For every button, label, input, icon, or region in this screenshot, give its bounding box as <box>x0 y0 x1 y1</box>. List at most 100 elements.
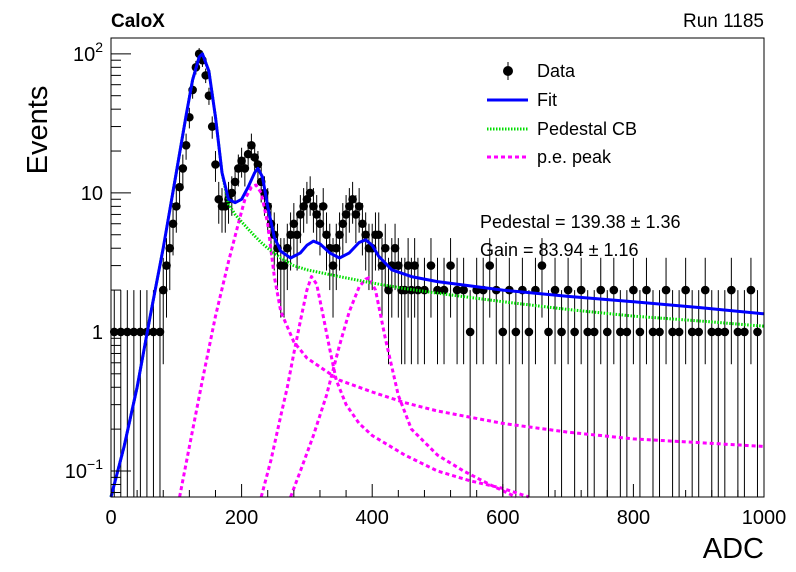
data-marker <box>292 230 302 240</box>
data-point <box>733 290 743 497</box>
data-marker <box>589 327 599 337</box>
data-point <box>720 290 730 497</box>
data-point <box>668 290 677 497</box>
data-marker <box>243 149 253 159</box>
data-marker <box>129 327 139 337</box>
data-point <box>642 257 651 365</box>
data-point <box>253 151 263 182</box>
x-tick-label: 200 <box>225 507 258 529</box>
data-marker <box>570 327 579 337</box>
data-marker <box>331 243 341 253</box>
data-marker <box>181 140 191 150</box>
data-marker <box>318 202 328 211</box>
data-marker <box>283 243 292 253</box>
data-marker <box>403 261 413 270</box>
data-marker <box>237 156 246 166</box>
data-marker <box>165 243 175 253</box>
data-point <box>446 238 455 318</box>
data-point <box>681 257 690 365</box>
data-marker <box>374 230 384 240</box>
gain-annotation: Gain = 83.94 ± 1.16 <box>480 240 639 260</box>
data-point <box>544 290 553 497</box>
data-marker <box>341 210 351 219</box>
data-point <box>518 257 527 365</box>
data-marker <box>296 210 305 219</box>
data-marker <box>465 327 475 337</box>
y-tick-label: 10−1 <box>65 456 103 483</box>
data-point <box>459 257 468 365</box>
data-marker <box>351 210 361 219</box>
data-marker <box>511 327 521 337</box>
data-point <box>655 290 664 497</box>
data-point <box>505 257 514 365</box>
data-point <box>687 290 697 497</box>
data-marker <box>302 194 312 204</box>
data-marker <box>309 202 318 211</box>
data-marker <box>622 327 632 337</box>
data-marker <box>286 230 295 240</box>
data-point <box>328 238 338 318</box>
data-marker <box>713 327 723 337</box>
data-marker <box>524 327 534 337</box>
data-point <box>214 181 224 224</box>
data-marker <box>361 230 370 240</box>
data-marker <box>305 188 315 198</box>
data-marker <box>158 285 168 295</box>
data-point <box>211 151 220 182</box>
data-marker <box>299 202 308 211</box>
data-point <box>237 147 246 178</box>
data-point <box>740 290 749 497</box>
x-axis-title: ADC <box>703 533 764 565</box>
data-point <box>345 188 354 233</box>
legend-entry-fit: Fit <box>487 90 557 110</box>
data-point <box>550 257 560 365</box>
curve-layer <box>109 52 765 499</box>
data-point <box>155 290 165 497</box>
data-layer <box>109 48 762 497</box>
data-marker <box>694 327 703 337</box>
data-point <box>472 257 481 365</box>
data-point <box>178 154 188 187</box>
x-tick-label: 600 <box>486 507 519 529</box>
data-point <box>589 290 599 497</box>
data-point <box>439 257 449 365</box>
data-marker <box>328 261 338 270</box>
data-marker <box>648 327 658 337</box>
legend-label-data: Data <box>537 61 576 81</box>
data-point <box>309 188 318 233</box>
data-point <box>557 290 566 497</box>
data-marker <box>550 285 560 295</box>
legend-entry-pedestal: Pedestal CB <box>487 119 637 139</box>
data-marker <box>733 327 743 337</box>
data-point <box>537 238 547 318</box>
data-marker <box>707 327 717 337</box>
data-point <box>524 290 534 497</box>
data-marker <box>227 188 237 198</box>
data-point <box>753 290 762 497</box>
data-point <box>583 290 592 497</box>
data-point <box>635 290 645 497</box>
data-marker <box>155 327 165 337</box>
legend-label-fit: Fit <box>537 90 557 110</box>
data-marker <box>642 285 651 295</box>
data-point <box>168 203 178 256</box>
data-point <box>129 290 139 497</box>
data-point <box>240 154 250 187</box>
data-point <box>207 116 217 139</box>
data-marker <box>279 261 289 270</box>
data-point <box>491 257 501 365</box>
data-point <box>403 238 413 318</box>
data-point <box>181 133 191 160</box>
data-point <box>602 290 612 497</box>
data-point <box>465 290 475 497</box>
data-marker <box>410 261 419 270</box>
data-point <box>279 238 289 318</box>
x-tick-label: 0 <box>105 507 116 529</box>
x-tick-label: 400 <box>356 507 389 529</box>
data-marker <box>211 160 220 169</box>
data-point <box>694 290 703 497</box>
data-point <box>707 290 717 497</box>
data-point <box>394 238 403 318</box>
